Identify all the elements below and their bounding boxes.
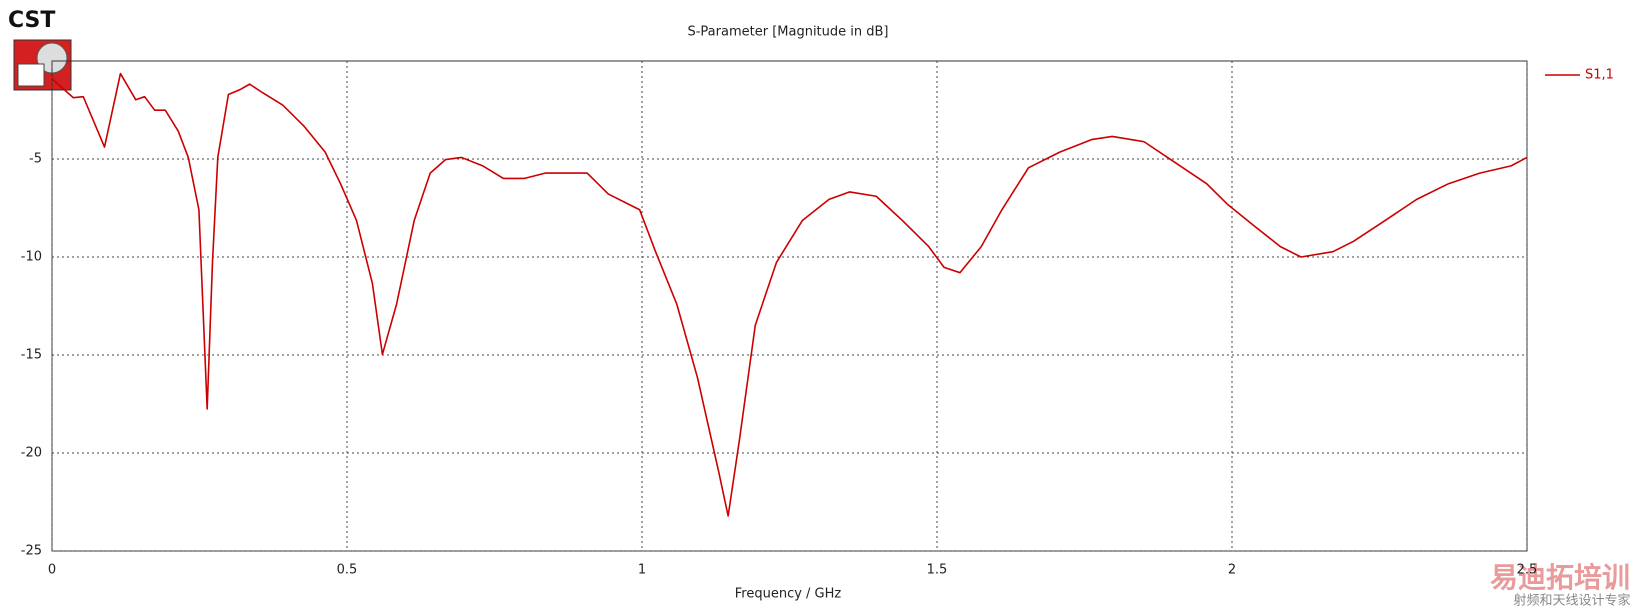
x-tick-label: 2.5 (1517, 563, 1538, 578)
watermark-subtitle: 射频和天线设计专家 (1513, 593, 1630, 609)
x-axis-label: Frequency / GHz (735, 587, 842, 602)
logo-text: CST (8, 8, 55, 33)
y-tick-label: -15 (21, 348, 42, 363)
x-tick-label: 0 (48, 563, 56, 578)
y-tick-label: -25 (21, 544, 42, 559)
x-tick-label: 1.5 (927, 563, 948, 578)
x-tick-label: 2 (1228, 563, 1236, 578)
legend-label: S1,1 (1585, 68, 1614, 83)
plot-area (51, 60, 1528, 552)
logo-icon (13, 39, 72, 91)
chart-title: S-Parameter [Magnitude in dB] (687, 25, 888, 40)
data-line (51, 72, 1528, 517)
watermark-title: 易迪拓培训 (1490, 561, 1630, 594)
y-tick-label: -5 (29, 152, 42, 167)
x-tick-label: 0.5 (337, 563, 358, 578)
y-tick-label: -10 (21, 250, 42, 265)
y-tick-label: -20 (21, 446, 42, 461)
x-tick-label: 1 (638, 563, 646, 578)
